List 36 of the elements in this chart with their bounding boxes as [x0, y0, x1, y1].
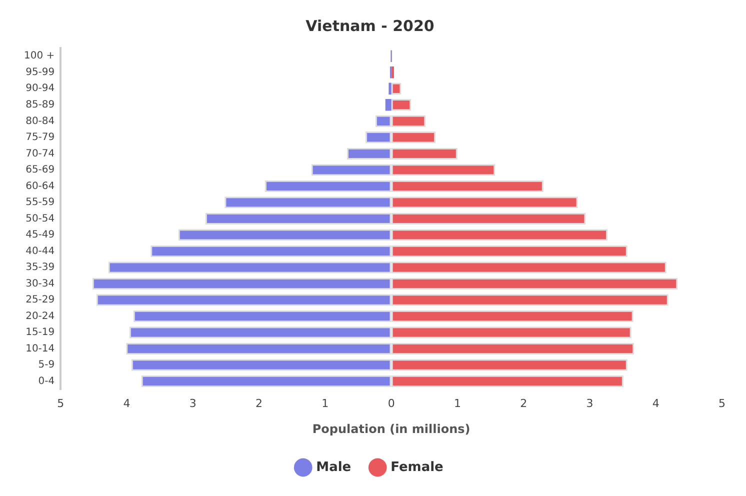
- y-tick-label: 75-79: [26, 132, 55, 144]
- y-tick-label: 25-29: [26, 294, 55, 306]
- y-tick-label: 55-59: [26, 197, 55, 208]
- legend-label: Female: [390, 460, 444, 475]
- y-tick-label: 30-34: [26, 278, 55, 290]
- y-tick-label: 90-94: [26, 83, 55, 94]
- x-tick-label: 5: [57, 396, 64, 410]
- y-tick-label: 85-89: [26, 99, 55, 110]
- x-tick-label: 3: [586, 396, 594, 410]
- y-tick-label: 20-24: [26, 310, 55, 322]
- y-tick-label: 80-84: [26, 116, 55, 127]
- y-tick-label: 60-64: [26, 180, 55, 192]
- y-tick-label: 10-14: [26, 343, 55, 354]
- x-tick-label: 1: [454, 396, 461, 410]
- y-tick-label: 40-44: [26, 246, 55, 257]
- x-tick-label: 5: [718, 396, 726, 410]
- y-tick-label: 95-99: [26, 66, 55, 78]
- x-tick-label: 3: [189, 396, 196, 410]
- legend-label: Male: [316, 460, 352, 475]
- x-tick-label: 2: [520, 396, 528, 410]
- x-tick-label: 0: [388, 396, 395, 410]
- y-tick-label: 15-19: [26, 327, 55, 338]
- y-tick-label: 35-39: [26, 262, 55, 274]
- x-tick-label: 4: [652, 396, 660, 410]
- y-tick-label: 65-69: [26, 164, 55, 176]
- x-tick-label: 4: [123, 396, 130, 410]
- chart-title: Vietnam - 2020: [306, 16, 434, 35]
- y-tick-label: 70-74: [26, 148, 55, 160]
- y-tick-label: 5-9: [38, 360, 55, 371]
- y-tick-label: 100 +: [24, 50, 55, 62]
- y-tick-label: 0-4: [38, 376, 55, 387]
- y-tick-label: 45-49: [26, 230, 55, 241]
- x-axis-title: Population (in millions): [312, 422, 470, 436]
- x-tick-label: 2: [256, 396, 263, 410]
- y-tick-label: 50-54: [26, 213, 55, 224]
- x-tick-label: 1: [322, 396, 329, 410]
